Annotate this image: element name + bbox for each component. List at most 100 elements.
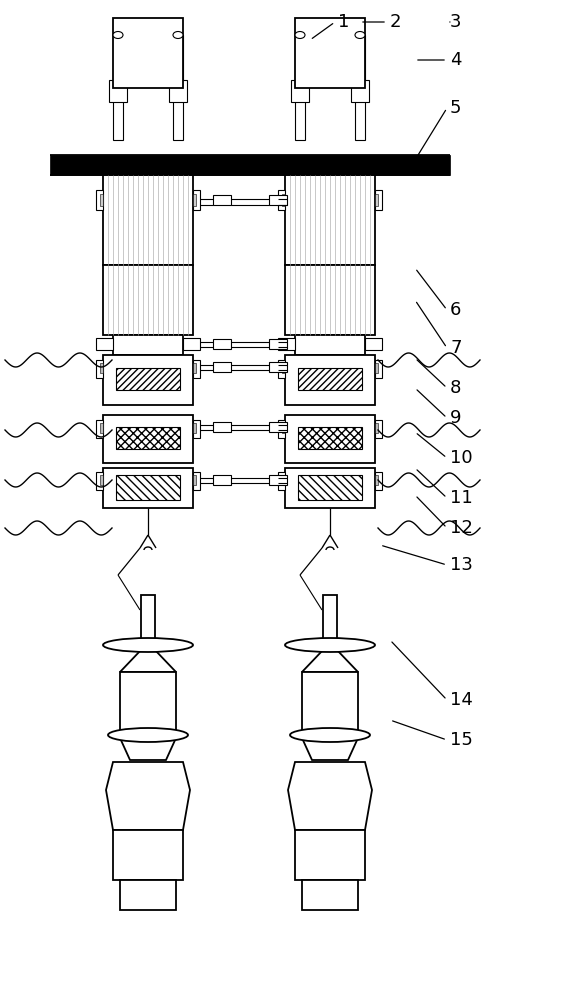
Bar [375, 363, 378, 373]
Polygon shape [120, 650, 176, 672]
Bar [278, 338, 295, 350]
Bar [285, 265, 375, 335]
Bar [285, 355, 375, 405]
Bar [375, 190, 382, 210]
Text: 14: 14 [450, 691, 473, 709]
Bar [278, 360, 285, 378]
Bar [213, 422, 231, 432]
Bar [169, 80, 187, 102]
Bar [96, 338, 113, 350]
Bar [375, 420, 382, 438]
Bar [282, 363, 285, 373]
Bar [295, 335, 365, 355]
Bar [103, 468, 193, 508]
Ellipse shape [108, 728, 188, 742]
Ellipse shape [355, 31, 365, 38]
Bar [193, 420, 200, 438]
Bar [116, 475, 180, 500]
Polygon shape [288, 762, 372, 830]
Bar [173, 35, 183, 140]
Bar [269, 475, 287, 485]
Bar [285, 468, 375, 508]
Bar [375, 194, 378, 206]
Text: 11: 11 [450, 489, 473, 507]
Text: 15: 15 [450, 731, 473, 749]
Text: 5: 5 [450, 99, 461, 117]
Bar [120, 880, 176, 910]
Polygon shape [302, 650, 358, 672]
Bar [213, 362, 231, 372]
Bar [96, 472, 103, 490]
Text: 13: 13 [450, 556, 473, 574]
Bar [116, 427, 180, 449]
Bar [193, 475, 196, 485]
Bar [269, 195, 287, 205]
Text: 6: 6 [450, 301, 461, 319]
Text: 3: 3 [450, 13, 461, 31]
Ellipse shape [285, 638, 375, 652]
Ellipse shape [295, 31, 305, 38]
Text: 9: 9 [450, 409, 461, 427]
Bar [96, 190, 103, 210]
Bar [323, 595, 337, 650]
Ellipse shape [290, 728, 370, 742]
Text: 12: 12 [450, 519, 473, 537]
Bar [375, 472, 382, 490]
Bar [141, 595, 155, 650]
Polygon shape [302, 738, 358, 760]
Bar [302, 880, 358, 910]
Bar [193, 423, 196, 433]
Bar [50, 155, 450, 175]
Ellipse shape [173, 31, 183, 38]
Bar [113, 18, 183, 88]
Bar [183, 338, 200, 350]
Bar [120, 672, 176, 732]
Bar [295, 18, 365, 88]
Ellipse shape [113, 31, 123, 38]
Bar [302, 672, 358, 732]
Bar [291, 80, 309, 102]
Bar [213, 339, 231, 349]
Bar [103, 355, 193, 405]
Bar [116, 368, 180, 390]
Bar [113, 335, 183, 355]
Bar [282, 475, 285, 485]
Bar [213, 195, 231, 205]
Polygon shape [120, 738, 176, 760]
Bar [285, 415, 375, 463]
Bar [355, 35, 365, 140]
Text: 2: 2 [390, 13, 402, 31]
Bar [103, 175, 193, 265]
Bar [193, 360, 200, 378]
Bar [278, 472, 285, 490]
Bar [100, 423, 103, 433]
Bar [365, 338, 382, 350]
Text: 4: 4 [450, 51, 461, 69]
Bar [100, 363, 103, 373]
Bar [375, 475, 378, 485]
Text: 10: 10 [450, 449, 473, 467]
Bar [298, 475, 362, 500]
Bar [193, 194, 196, 206]
Bar [285, 175, 375, 265]
Ellipse shape [103, 638, 193, 652]
Bar [282, 194, 285, 206]
Bar [100, 194, 103, 206]
Bar [193, 190, 200, 210]
Bar [193, 363, 196, 373]
Bar [278, 420, 285, 438]
Bar [278, 190, 285, 210]
Bar [113, 830, 183, 880]
Bar [295, 35, 305, 140]
Bar [269, 339, 287, 349]
Bar [295, 830, 365, 880]
Bar [96, 420, 103, 438]
Bar [109, 80, 127, 102]
Bar [213, 475, 231, 485]
Bar [100, 475, 103, 485]
Bar [298, 427, 362, 449]
Text: 7: 7 [450, 339, 461, 357]
Bar [375, 360, 382, 378]
Bar [269, 422, 287, 432]
Bar [351, 80, 369, 102]
